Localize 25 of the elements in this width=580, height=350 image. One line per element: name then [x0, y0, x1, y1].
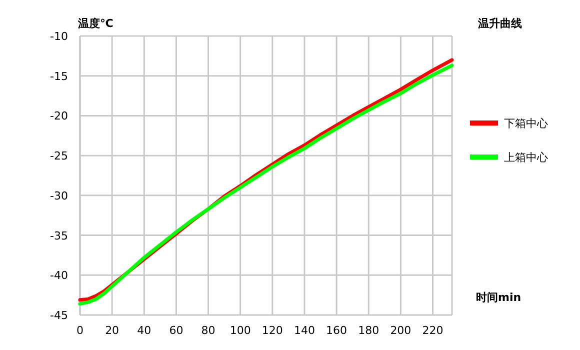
- legend-label: 上箱中心: [504, 151, 548, 164]
- y-tick-label: -10: [50, 30, 68, 43]
- x-tick-label: 80: [201, 324, 216, 337]
- y-tick-label: -40: [50, 269, 68, 282]
- y-tick-label: -25: [50, 150, 68, 163]
- y-tick-label: -35: [50, 229, 68, 242]
- x-axis-title: 时间min: [476, 291, 522, 304]
- x-tick-label: 20: [105, 324, 120, 337]
- y-tick-label: -45: [50, 309, 68, 322]
- x-tick-label: 40: [137, 324, 152, 337]
- x-tick-label: 180: [358, 324, 380, 337]
- legend-label: 下箱中心: [504, 117, 548, 130]
- text: 温升曲线: [477, 17, 522, 30]
- x-tick-label: 0: [76, 324, 84, 337]
- x-tick-label: 200: [390, 324, 412, 337]
- x-tick-label: 220: [422, 324, 444, 337]
- y-tick-label: -30: [50, 189, 68, 202]
- x-tick-label: 120: [262, 324, 283, 337]
- x-tick-label: 140: [294, 324, 315, 337]
- y-axis-title: 温度℃: [77, 17, 114, 30]
- x-tick-label: 60: [169, 324, 184, 337]
- y-tick-label: -20: [50, 110, 68, 123]
- x-tick-label: 100: [230, 324, 251, 337]
- x-tick-label: 160: [326, 324, 348, 337]
- y-tick-label: -15: [50, 70, 68, 83]
